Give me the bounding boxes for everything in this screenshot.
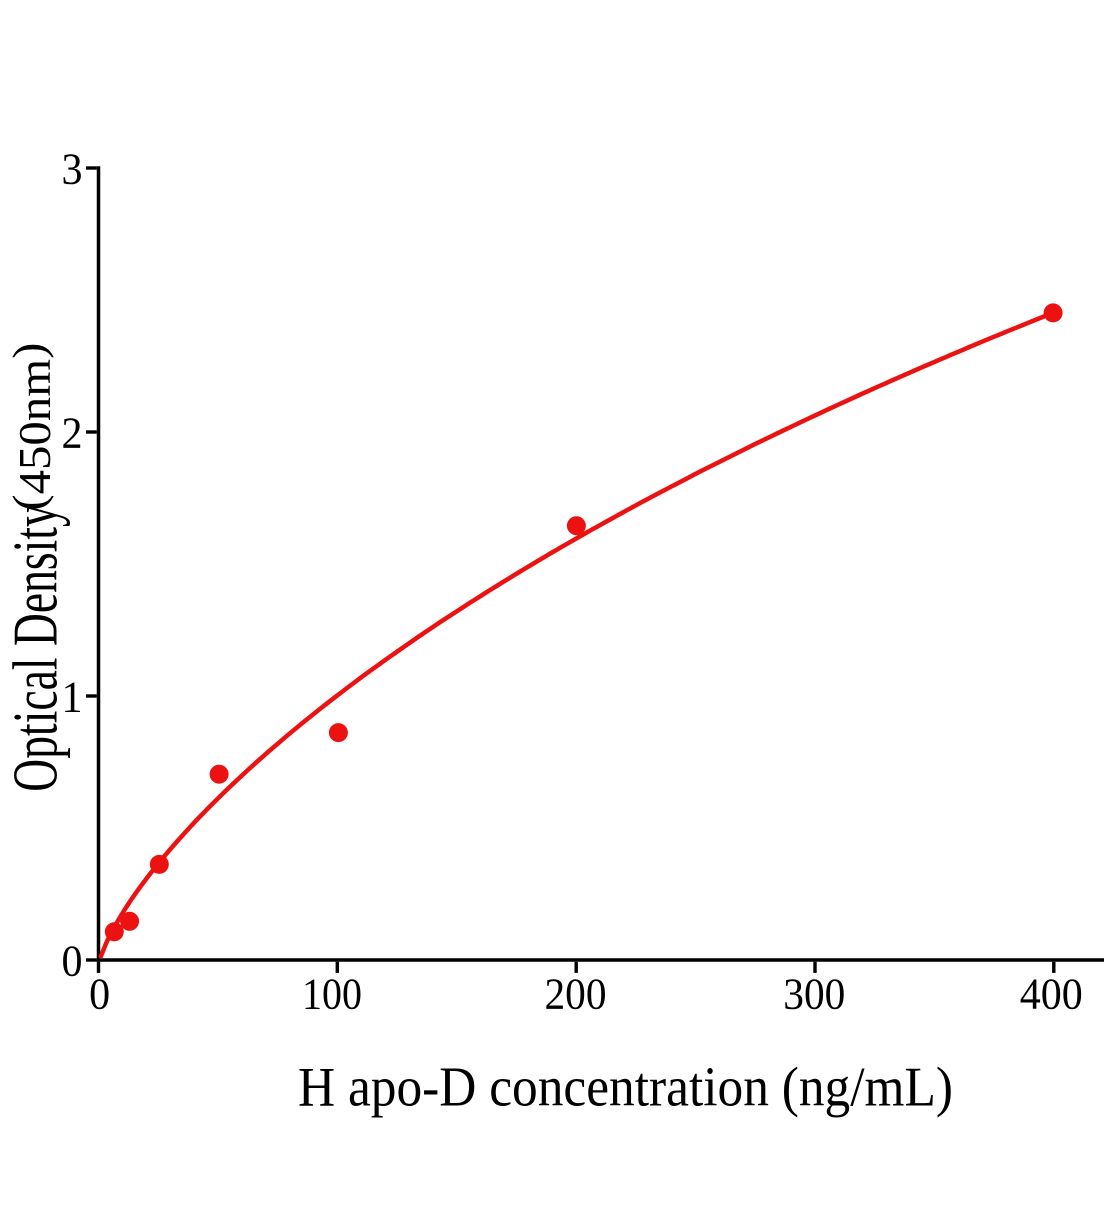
svg-text:400: 400 xyxy=(1020,969,1083,1019)
svg-text:1: 1 xyxy=(62,672,83,722)
svg-text:200: 200 xyxy=(545,969,607,1019)
svg-text:0: 0 xyxy=(89,969,110,1019)
svg-text:Optical Density: Optical Density xyxy=(0,504,70,792)
svg-text:300: 300 xyxy=(783,969,845,1019)
svg-text:0: 0 xyxy=(62,936,83,986)
svg-text:(450nm): (450nm) xyxy=(3,343,60,511)
svg-text:H apo-D concentration (ng/mL): H apo-D concentration (ng/mL) xyxy=(298,1056,953,1118)
svg-text:3: 3 xyxy=(62,144,83,194)
svg-text:2: 2 xyxy=(62,408,83,458)
svg-text:100: 100 xyxy=(302,969,362,1019)
